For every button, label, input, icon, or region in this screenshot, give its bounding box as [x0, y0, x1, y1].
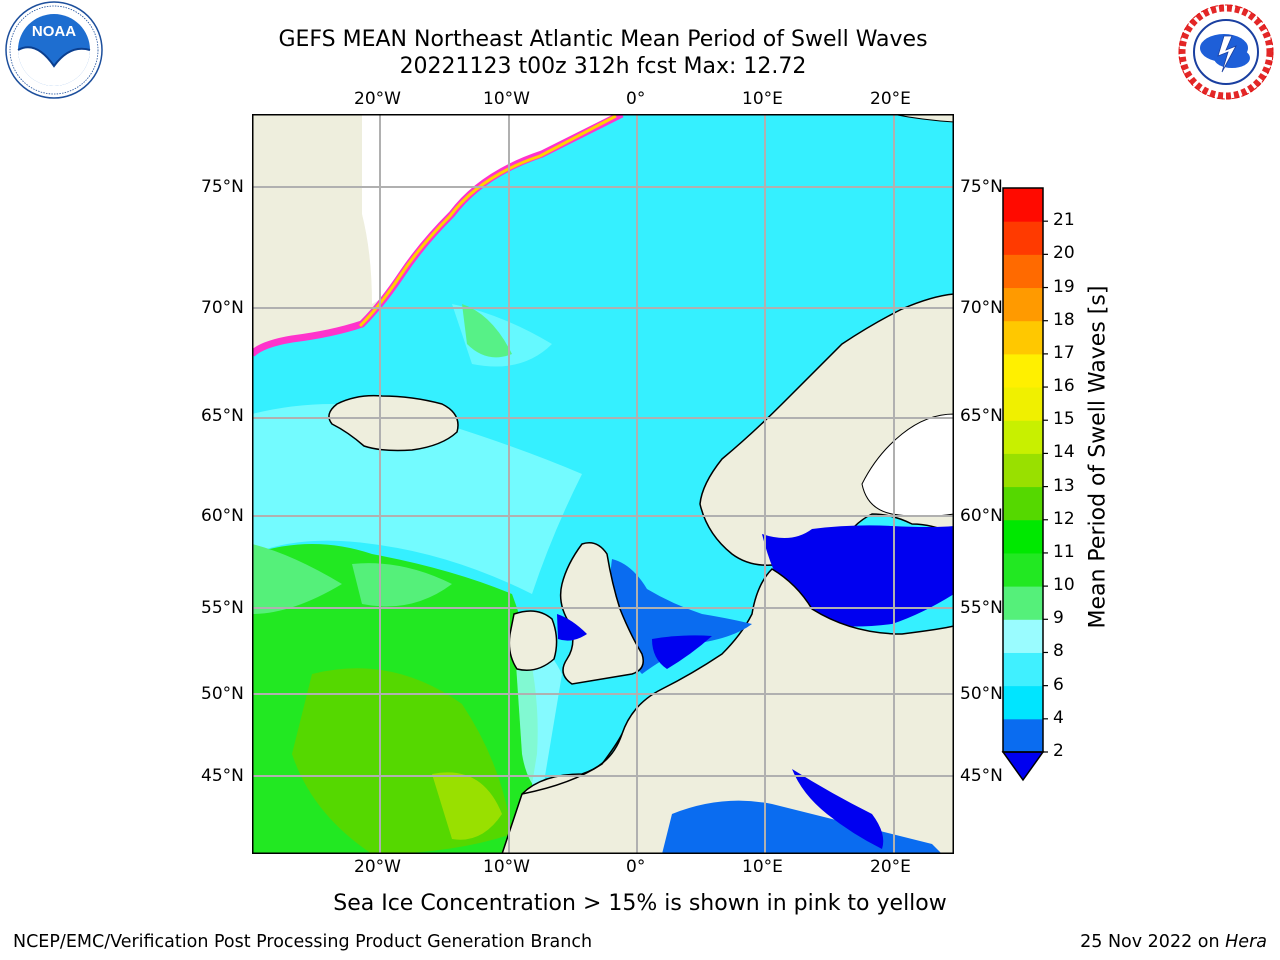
- colorbar-segment: [1003, 287, 1043, 322]
- lon-label-top: 20°W: [354, 89, 401, 109]
- colorbar-tick-label: 14: [1053, 442, 1075, 463]
- lat-label-left: 45°N: [201, 766, 244, 786]
- colorbar-segment: [1003, 652, 1043, 687]
- plot-title-line2: 20221123 t00z 312h fcst Max: 12.72: [399, 54, 807, 79]
- colorbar-tick-label: 19: [1053, 276, 1075, 297]
- lon-label-top: 10°W: [483, 89, 530, 109]
- colorbar-label: Mean Period of Swell Waves [s]: [1085, 285, 1111, 629]
- colorbar-tick-label: 13: [1053, 475, 1075, 496]
- lat-label-right: 50°N: [960, 684, 1003, 704]
- lon-label-bottom: 10°W: [483, 857, 530, 877]
- colorbar-tick-label: 20: [1053, 243, 1075, 264]
- colorbar-segment: [1003, 353, 1043, 388]
- lat-label-left: 50°N: [201, 684, 244, 704]
- colorbar-segment: [1003, 685, 1043, 720]
- lon-label-top: 20°E: [870, 89, 911, 109]
- colorbar-tick-label: 2: [1053, 741, 1064, 761]
- colorbar-tick-label: 6: [1053, 674, 1064, 695]
- lon-label-top: 0°: [626, 89, 646, 109]
- colorbar-segment: [1003, 387, 1043, 421]
- colorbar-segment: [1003, 221, 1043, 255]
- colorbar-segment: [1003, 552, 1043, 587]
- lat-label-left: 60°N: [201, 506, 244, 526]
- colorbar-tick-label: 16: [1053, 376, 1075, 397]
- map-frame: [252, 114, 954, 854]
- footer-left: NCEP/EMC/Verification Post Processing Pr…: [13, 932, 593, 952]
- colorbar-tick-label: 15: [1053, 409, 1075, 430]
- lat-label-left: 70°N: [201, 298, 244, 318]
- colorbar-tick-label: 8: [1053, 641, 1064, 662]
- lat-label-left: 75°N: [201, 177, 244, 197]
- footer-right: 25 Nov 2022 on Hera: [1080, 932, 1267, 952]
- lon-label-bottom: 0°: [626, 857, 646, 877]
- footer-date: 25 Nov 2022 on: [1080, 932, 1226, 952]
- lon-label-bottom: 10°E: [742, 857, 783, 877]
- footer-host: Hera: [1225, 932, 1267, 952]
- noaa-logo: NOAA: [5, 1, 103, 99]
- colorbar-segment: [1003, 486, 1043, 521]
- lat-label-right: 65°N: [960, 406, 1003, 426]
- adriatic: [792, 769, 884, 849]
- swell-band-8s: [252, 404, 582, 594]
- lat-label-right: 60°N: [960, 506, 1003, 526]
- colorbar-segment: [1003, 619, 1043, 653]
- colorbar-segment: [1003, 254, 1043, 289]
- map-panel: [252, 114, 954, 854]
- lat-label-left: 55°N: [201, 598, 244, 618]
- colorbar-tick-label: 21: [1053, 210, 1075, 231]
- colorbar-segment: [1003, 320, 1043, 355]
- colorbar-segment: [1003, 519, 1043, 554]
- greenland: [252, 114, 622, 354]
- colorbar-segment: [1003, 188, 1043, 222]
- sea-ice-footnote: Sea Ice Concentration > 15% is shown in …: [333, 891, 947, 916]
- colorbar-segment: [1003, 718, 1043, 753]
- lat-label-left: 65°N: [201, 406, 244, 426]
- colorbar-tick-label: 17: [1053, 342, 1075, 363]
- great-britain: [559, 542, 644, 685]
- colorbar-tick-label: 9: [1053, 608, 1064, 629]
- iceland: [328, 394, 459, 452]
- graticule: [252, 114, 954, 854]
- colorbar-segment: [1003, 420, 1043, 454]
- colorbar-tick-label: 11: [1053, 541, 1075, 562]
- plot-title-line1: GEFS MEAN Northeast Atlantic Mean Period…: [278, 27, 928, 52]
- lon-label-top: 10°E: [742, 89, 783, 109]
- lat-label-right: 45°N: [960, 766, 1003, 786]
- ireland: [508, 610, 558, 671]
- colorbar-extend-arrow: [1001, 751, 1045, 782]
- lon-label-bottom: 20°W: [354, 857, 401, 877]
- sea-ice-white: [362, 114, 622, 304]
- colorbar-tick-label: 10: [1053, 575, 1075, 596]
- lon-label-bottom: 20°E: [870, 857, 911, 877]
- colorbar-tick-label: 18: [1053, 309, 1075, 330]
- colorbar: [1001, 187, 1048, 782]
- lat-label-right: 70°N: [960, 298, 1003, 318]
- baltic-sea: [762, 525, 954, 627]
- noaa-logo-text: NOAA: [32, 23, 76, 40]
- colorbar-segment: [1003, 586, 1043, 620]
- nws-logo: [1178, 4, 1274, 100]
- colorbar-segment: [1003, 453, 1043, 488]
- colorbar-tick-label: 12: [1053, 508, 1075, 529]
- lat-label-right: 75°N: [960, 177, 1003, 197]
- north-sea: [610, 559, 752, 674]
- lat-label-right: 55°N: [960, 598, 1003, 618]
- colorbar-tick-label: 4: [1053, 707, 1064, 728]
